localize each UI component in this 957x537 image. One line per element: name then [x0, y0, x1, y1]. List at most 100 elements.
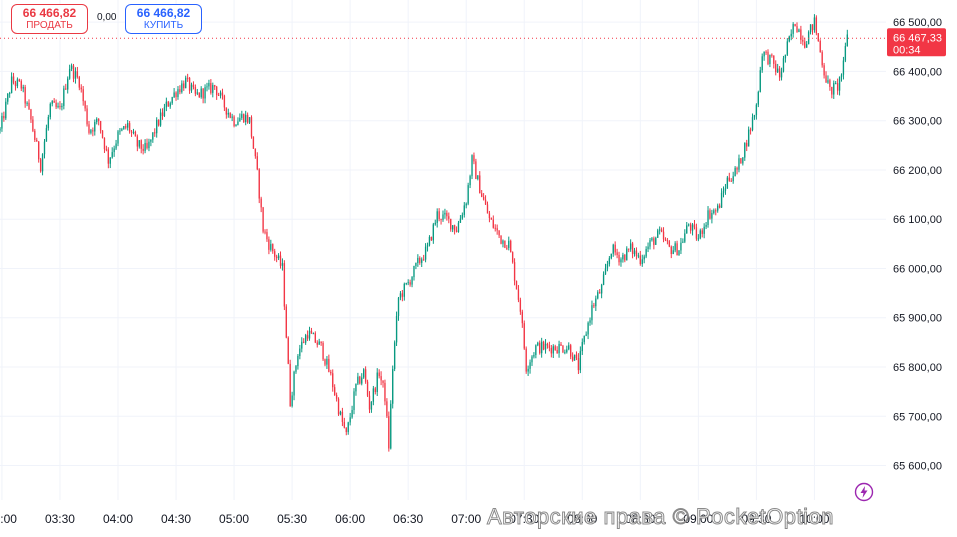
candle-body [448, 216, 450, 219]
candle-body [709, 210, 711, 219]
candle-body [380, 376, 382, 381]
candle-body [103, 137, 106, 150]
x-tick-label: 08:30 [625, 512, 655, 526]
candle-body [639, 255, 641, 265]
candle-body [53, 101, 55, 103]
candle-body [403, 283, 405, 297]
candle-body [655, 237, 657, 245]
candle-body [602, 274, 605, 285]
candle-body [647, 246, 649, 250]
candle-body [299, 348, 301, 356]
candle-body [413, 265, 415, 278]
candle-body [697, 238, 700, 240]
candle-body [293, 371, 295, 396]
candle-body [508, 240, 510, 248]
sell-button[interactable]: 66 466,82 ПРОДАТЬ [11, 4, 88, 34]
candle-body [571, 356, 574, 361]
candle-body [63, 88, 65, 106]
candle-body [246, 114, 249, 123]
candle-body [705, 224, 707, 227]
x-tick-label: 04:30 [161, 512, 191, 526]
candle-body [529, 362, 531, 369]
candle-body [18, 79, 21, 82]
candle-body [523, 323, 525, 349]
candle-body [610, 253, 612, 259]
buy-button[interactable]: 66 466,82 КУПИТЬ [125, 4, 202, 34]
sell-price: 66 466,82 [22, 6, 77, 20]
candle-body [39, 159, 42, 172]
y-tick-label: 65 700,00 [893, 411, 942, 423]
candle-body [527, 368, 529, 372]
candle-body [682, 241, 684, 243]
candle-body [614, 244, 616, 253]
candle-body [154, 132, 156, 134]
candle-body [165, 101, 168, 108]
candle-body [415, 263, 417, 266]
candle-body [7, 93, 9, 102]
candle-body [372, 388, 375, 402]
candle-body [829, 80, 831, 87]
candle-body [90, 130, 92, 133]
candle-body [159, 112, 162, 126]
candle-body [767, 51, 769, 64]
candle-body [306, 335, 309, 339]
candle-body [229, 112, 231, 118]
candle-body [99, 120, 102, 131]
candle-body [724, 188, 727, 191]
candle-body [519, 299, 522, 312]
candle-body [471, 155, 473, 177]
candle-body [511, 252, 514, 263]
spread-value: 0,00 [97, 12, 117, 23]
candle-body [364, 369, 367, 382]
y-tick-label: 65 900,00 [893, 313, 942, 325]
candle-body [747, 129, 750, 147]
candle-body [125, 126, 127, 128]
candle-body [316, 342, 318, 345]
candle-body [831, 86, 833, 95]
candle-body [225, 107, 228, 115]
candle-body [680, 242, 682, 251]
candle-body [30, 109, 32, 120]
x-tick-label: 06:00 [335, 512, 365, 526]
candle-body [24, 87, 26, 104]
candle-body [343, 421, 346, 428]
candle-body [192, 84, 195, 88]
x-tick-label: 09:00 [683, 512, 713, 526]
candle-body [651, 238, 653, 241]
candle-body [256, 156, 258, 170]
candle-body [303, 341, 305, 343]
candle-body [196, 92, 198, 94]
candle-body [314, 333, 317, 343]
candle-body [844, 46, 847, 61]
candle-body [794, 24, 796, 27]
candle-body [214, 85, 216, 87]
candle-body [70, 65, 73, 69]
candle-body [631, 243, 634, 255]
candle-body [262, 207, 264, 232]
candle-body [616, 252, 618, 255]
current-price-value: 66 467,33 [893, 32, 942, 44]
candle-body [809, 24, 812, 33]
candle-body [258, 169, 260, 199]
candle-body [463, 205, 465, 215]
candle-body [531, 356, 533, 363]
candle-body [237, 121, 239, 125]
candle-body [769, 54, 771, 64]
candle-body [105, 149, 108, 151]
candle-body [817, 33, 819, 41]
candle-body [109, 157, 111, 164]
candle-body [245, 114, 247, 122]
x-tick-label: 05:30 [277, 512, 307, 526]
candle-body [215, 86, 218, 96]
lightning-icon[interactable] [854, 482, 874, 502]
candle-body [202, 88, 204, 99]
candle-body [548, 345, 551, 348]
candle-body [720, 192, 723, 208]
candle-body [320, 341, 322, 343]
candle-body [274, 251, 276, 257]
candle-body [821, 52, 823, 66]
candle-body [618, 254, 620, 263]
candle-body [459, 218, 462, 223]
candle-body [200, 88, 202, 98]
